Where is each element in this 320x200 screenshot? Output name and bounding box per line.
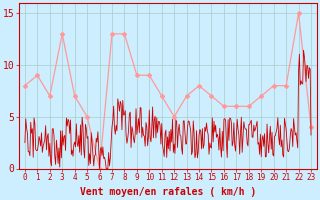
X-axis label: Vent moyen/en rafales ( km/h ): Vent moyen/en rafales ( km/h ) [80, 187, 256, 197]
